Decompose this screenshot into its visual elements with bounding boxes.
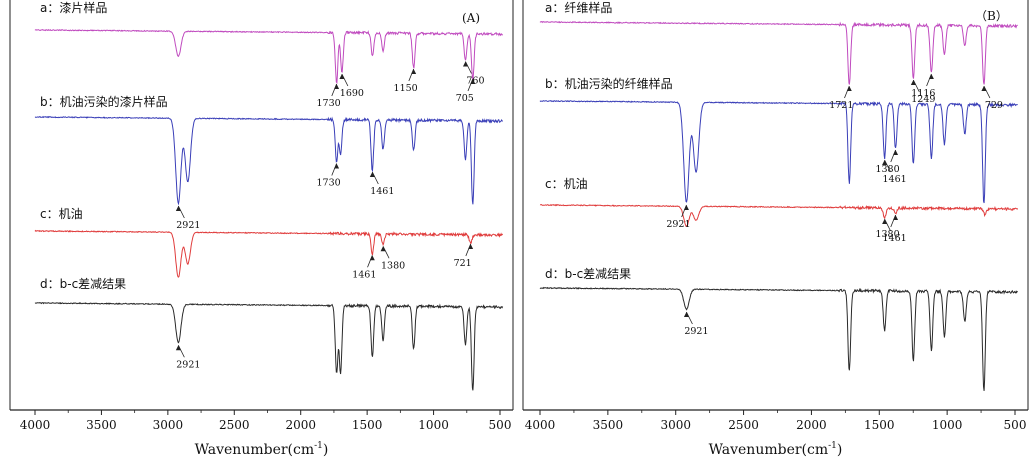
arrowhead-icon	[882, 160, 888, 165]
peak-annotation: 1730	[316, 98, 340, 109]
x-tick-label: 3000	[153, 418, 184, 432]
series-label: c：机油	[40, 207, 83, 221]
series-label: b：机油污染的纤维样品	[545, 76, 673, 91]
series-label: c：机油	[545, 177, 588, 191]
x-tick-label: 500	[1004, 418, 1027, 432]
peak-annotation: 721	[454, 258, 472, 269]
arrowhead-icon	[369, 172, 375, 177]
arrowhead-icon	[175, 206, 181, 211]
x-tick-label: 2000	[285, 418, 316, 432]
arrowhead-icon	[369, 255, 375, 261]
spectrum-line-a	[34, 28, 504, 85]
peak-annotation: 1690	[340, 88, 364, 99]
x-tick-label: 1000	[932, 418, 963, 432]
x-tick-label: 3500	[593, 418, 624, 432]
arrowhead-icon	[462, 61, 468, 67]
peak-annotation: 1380	[875, 164, 899, 175]
peak-annotation: 1461	[352, 269, 376, 280]
arrowhead-icon	[175, 345, 181, 351]
annotation-arrow	[983, 85, 991, 99]
spectrum-line-b	[34, 115, 504, 206]
x-tick-label: 4000	[525, 418, 556, 432]
annotation-arrow	[686, 311, 693, 325]
spectrum-line-d	[539, 286, 1018, 391]
peak-annotation: 1721	[829, 100, 853, 111]
x-tick-label: 1000	[418, 418, 449, 432]
arrowhead-icon	[380, 246, 386, 252]
peak-annotation: 1730	[316, 178, 340, 189]
peak-annotation: 1116	[911, 88, 935, 99]
arrowhead-icon	[334, 84, 340, 89]
x-tick-label: 4000	[20, 418, 51, 432]
x-tick-label: 2500	[219, 418, 250, 432]
panel-label: （B）	[975, 9, 1008, 23]
arrowhead-icon	[683, 312, 689, 317]
spectrum-line-b	[539, 100, 1018, 204]
peak-annotation: 1461	[882, 233, 906, 244]
spectrum-line-c	[34, 229, 504, 278]
peak-annotation: 2921	[666, 219, 690, 230]
x-tick-label: 1500	[352, 418, 383, 432]
peak-annotation: 1150	[394, 83, 418, 94]
spectrum-line-d	[34, 302, 504, 391]
arrowhead-icon	[846, 86, 852, 91]
arrowhead-icon	[882, 219, 888, 224]
peak-annotation: 2921	[176, 359, 200, 370]
series-label: a：漆片样品	[40, 0, 107, 15]
peak-annotation: 1461	[370, 186, 394, 197]
x-axis-label: Wavenumber(cm-1)	[709, 441, 843, 458]
peak-annotation: 1380	[381, 260, 405, 271]
x-tick-label: 2500	[728, 418, 759, 432]
spectrum-line-c	[539, 203, 1019, 227]
spectrum-line-a	[539, 20, 1018, 85]
arrowhead-icon	[468, 244, 474, 249]
panel-label: (A)	[462, 11, 480, 25]
arrowhead-icon	[893, 215, 899, 220]
peak-annotation: 760	[466, 76, 484, 87]
series-label: d：b-c差减结果	[40, 277, 126, 291]
arrowhead-icon	[411, 69, 417, 74]
peak-annotation: 729	[985, 100, 1003, 111]
arrowhead-icon	[928, 74, 934, 79]
arrowhead-icon	[339, 74, 345, 79]
arrowhead-icon	[470, 79, 476, 84]
x-tick-label: 500	[489, 418, 512, 432]
series-label: a：纤维样品	[545, 0, 612, 15]
arrowhead-icon	[893, 150, 899, 155]
peak-annotation: 1461	[882, 174, 906, 185]
peak-annotation: 1249	[911, 94, 935, 105]
x-tick-label: 2000	[796, 418, 827, 432]
x-tick-label: 1500	[864, 418, 895, 432]
peak-annotation: 705	[456, 93, 474, 104]
arrowhead-icon	[910, 80, 916, 85]
arrowhead-icon	[683, 205, 689, 210]
spectrum-panel-b: 4000 3500 3000 2500 2000 1500 1000 500 Wavenumbe…	[522, 0, 1029, 458]
x-tick-label: 3000	[660, 418, 691, 432]
spectrum-panel-a: 4000 3500 3000 2500 2000 1500 1000 500 Wavenumbe…	[9, 0, 514, 458]
arrowhead-icon	[334, 163, 340, 169]
peak-annotation: 2921	[684, 326, 708, 337]
peak-annotation: 1380	[875, 229, 899, 240]
x-axis-label: Wavenumber(cm-1)	[195, 441, 329, 458]
series-label: d：b-c差减结果	[545, 267, 631, 281]
x-tick-label: 3500	[86, 418, 117, 432]
peak-annotation: 2921	[176, 220, 200, 231]
arrowhead-icon	[981, 86, 987, 91]
series-label: b：机油污染的漆片样品	[40, 94, 168, 109]
